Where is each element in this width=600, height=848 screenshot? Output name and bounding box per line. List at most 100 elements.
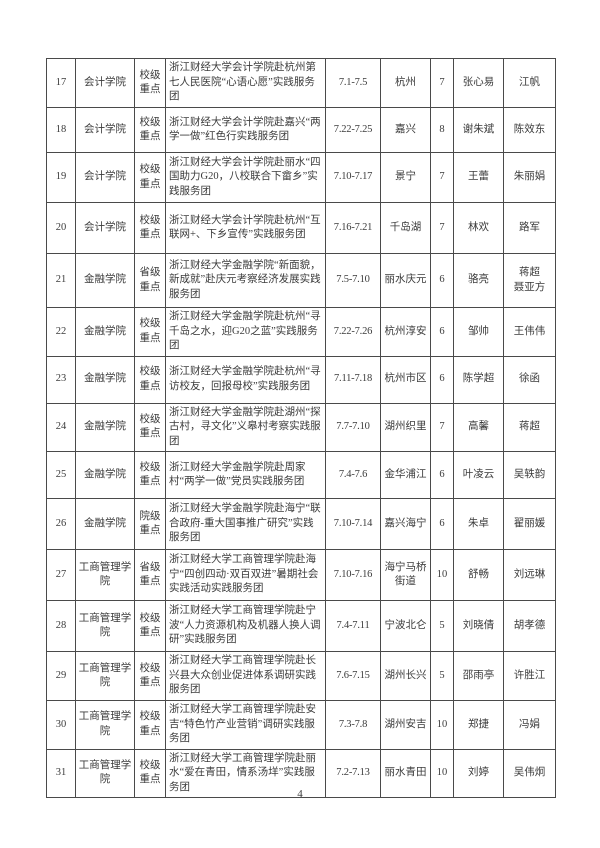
cell-date: 7.7-7.10: [325, 402, 381, 452]
cell-count: 7: [430, 58, 454, 108]
table-row: 28 工商管理学院 校级重点 浙江财经大学工商管理学院赴宁波“人力资源机构及机器人换人…: [46, 600, 556, 652]
cell-team: 浙江财经大学工商管理学院赴丽水“爱在青田，情系汤垟”实践服务团: [165, 748, 326, 798]
cell-place: 杭州淳安: [380, 307, 431, 357]
cell-college: 会计学院: [75, 58, 135, 108]
cell-teacher: 冯娟: [503, 700, 556, 750]
cell-leader: 叶凌云: [453, 451, 504, 499]
cell-level: 校级重点: [134, 152, 166, 203]
cell-count: 10: [430, 700, 454, 750]
cell-no: 20: [46, 202, 76, 254]
cell-college: 工商管理学院: [75, 549, 135, 601]
cell-place: 杭州市区: [380, 355, 431, 404]
cell-place: 杭州: [380, 58, 431, 108]
cell-no: 22: [46, 307, 76, 357]
cell-leader: 高馨: [453, 402, 504, 452]
cell-no: 23: [46, 355, 76, 404]
cell-college: 工商管理学院: [75, 700, 135, 750]
table-row: 30 工商管理学院 校级重点 浙江财经大学工商管理学院赴安吉“特色竹产业营销”调研实践…: [46, 700, 556, 750]
cell-no: 19: [46, 152, 76, 203]
cell-leader: 骆亮: [453, 253, 504, 308]
cell-count: 7: [430, 402, 454, 452]
cell-college: 会计学院: [75, 202, 135, 254]
cell-leader: 舒畅: [453, 549, 504, 601]
cell-level: 校级重点: [134, 600, 166, 652]
cell-level: 校级重点: [134, 58, 166, 108]
cell-no: 27: [46, 549, 76, 601]
cell-place: 湖州安吉: [380, 700, 431, 750]
cell-place: 金华浦江: [380, 451, 431, 499]
cell-no: 24: [46, 402, 76, 452]
cell-place: 宁波北仑: [380, 600, 431, 652]
cell-team: 浙江财经大学工商管理学院赴安吉“特色竹产业营销”调研实践服务团: [165, 700, 326, 750]
cell-date: 7.4-7.6: [325, 451, 381, 499]
cell-date: 7.6-7.15: [325, 651, 381, 701]
cell-teacher: 陈效东: [503, 107, 556, 153]
cell-no: 30: [46, 700, 76, 750]
cell-date: 7.5-7.10: [325, 253, 381, 308]
cell-teacher: 徐函: [503, 355, 556, 404]
table-body: 17 会计学院 校级重点 浙江财经大学会计学院赴杭州第七人民医院“心语心愿”实践服务团…: [46, 58, 556, 798]
table-row: 20 会计学院 校级重点 浙江财经大学会计学院赴杭州“互联网+、下乡宣传”实践服务团 7…: [46, 202, 556, 254]
cell-level: 校级重点: [134, 307, 166, 357]
table-row: 17 会计学院 校级重点 浙江财经大学会计学院赴杭州第七人民医院“心语心愿”实践服务团…: [46, 58, 556, 108]
cell-college: 会计学院: [75, 107, 135, 153]
cell-no: 18: [46, 107, 76, 153]
cell-leader: 林欢: [453, 202, 504, 254]
cell-level: 院级重点: [134, 498, 166, 550]
cell-teacher: 蒋超 聂亚方: [503, 253, 556, 308]
cell-team: 浙江财经大学金融学院“新面貌，新成就”赴庆元考察经济发展实践服务团: [165, 253, 326, 308]
table-row: 19 会计学院 校级重点 浙江财经大学会计学院赴丽水“四国助力G20，八校联合下畲乡”…: [46, 152, 556, 203]
cell-team: 浙江财经大学会计学院赴丽水“四国助力G20，八校联合下畲乡”实践服务团: [165, 152, 326, 203]
cell-leader: 邹帅: [453, 307, 504, 357]
cell-place: 景宁: [380, 152, 431, 203]
cell-place: 丽水青田: [380, 748, 431, 798]
cell-no: 29: [46, 651, 76, 701]
cell-count: 10: [430, 549, 454, 601]
cell-college: 金融学院: [75, 355, 135, 404]
cell-level: 校级重点: [134, 451, 166, 499]
cell-date: 7.16-7.21: [325, 202, 381, 254]
cell-date: 7.22-7.25: [325, 107, 381, 153]
cell-date: 7.4-7.11: [325, 600, 381, 652]
cell-leader: 郑捷: [453, 700, 504, 750]
cell-leader: 邵雨亭: [453, 651, 504, 701]
table-row: 22 金融学院 校级重点 浙江财经大学金融学院赴杭州“寻千岛之水，迎G20之蓝”实践服…: [46, 307, 556, 357]
cell-team: 浙江财经大学金融学院赴周家村“两学一做”党员实践服务团: [165, 451, 326, 499]
cell-level: 省级重点: [134, 549, 166, 601]
cell-college: 工商管理学院: [75, 651, 135, 701]
cell-college: 工商管理学院: [75, 600, 135, 652]
cell-college: 金融学院: [75, 307, 135, 357]
cell-college: 金融学院: [75, 253, 135, 308]
cell-count: 5: [430, 600, 454, 652]
cell-count: 8: [430, 107, 454, 153]
cell-teacher: 王伟伟: [503, 307, 556, 357]
cell-teacher: 刘远琳: [503, 549, 556, 601]
cell-count: 6: [430, 307, 454, 357]
cell-teacher: 吴轶韵: [503, 451, 556, 499]
cell-leader: 王蕾: [453, 152, 504, 203]
cell-team: 浙江财经大学金融学院赴湖州“探古村，寻文化”义皋村考察实践服团: [165, 402, 326, 452]
cell-date: 7.2-7.13: [325, 748, 381, 798]
cell-teacher: 胡孝德: [503, 600, 556, 652]
cell-team: 浙江财经大学会计学院赴杭州“互联网+、下乡宣传”实践服务团: [165, 202, 326, 254]
cell-team: 浙江财经大学金融学院赴杭州“寻访校友，回报母校”实践服务团: [165, 355, 326, 404]
cell-leader: 刘婷: [453, 748, 504, 798]
cell-team: 浙江财经大学金融学院赴杭州“寻千岛之水，迎G20之蓝”实践服务团: [165, 307, 326, 357]
cell-level: 校级重点: [134, 651, 166, 701]
table-row: 23 金融学院 校级重点 浙江财经大学金融学院赴杭州“寻访校友，回报母校”实践服务团 7…: [46, 355, 556, 404]
cell-leader: 张心易: [453, 58, 504, 108]
cell-count: 5: [430, 651, 454, 701]
cell-place: 千岛湖: [380, 202, 431, 254]
table-row: 24 金融学院 校级重点 浙江财经大学金融学院赴湖州“探古村，寻文化”义皋村考察实践服…: [46, 402, 556, 452]
cell-count: 7: [430, 202, 454, 254]
cell-no: 21: [46, 253, 76, 308]
cell-date: 7.10-7.17: [325, 152, 381, 203]
cell-level: 校级重点: [134, 202, 166, 254]
table-row: 21 金融学院 省级重点 浙江财经大学金融学院“新面貌，新成就”赴庆元考察经济发展实践…: [46, 253, 556, 308]
cell-level: 校级重点: [134, 700, 166, 750]
cell-place: 嘉兴: [380, 107, 431, 153]
cell-team: 浙江财经大学会计学院赴嘉兴“两学一做”红色行实践服务团: [165, 107, 326, 153]
cell-no: 28: [46, 600, 76, 652]
cell-college: 会计学院: [75, 152, 135, 203]
cell-leader: 陈学超: [453, 355, 504, 404]
